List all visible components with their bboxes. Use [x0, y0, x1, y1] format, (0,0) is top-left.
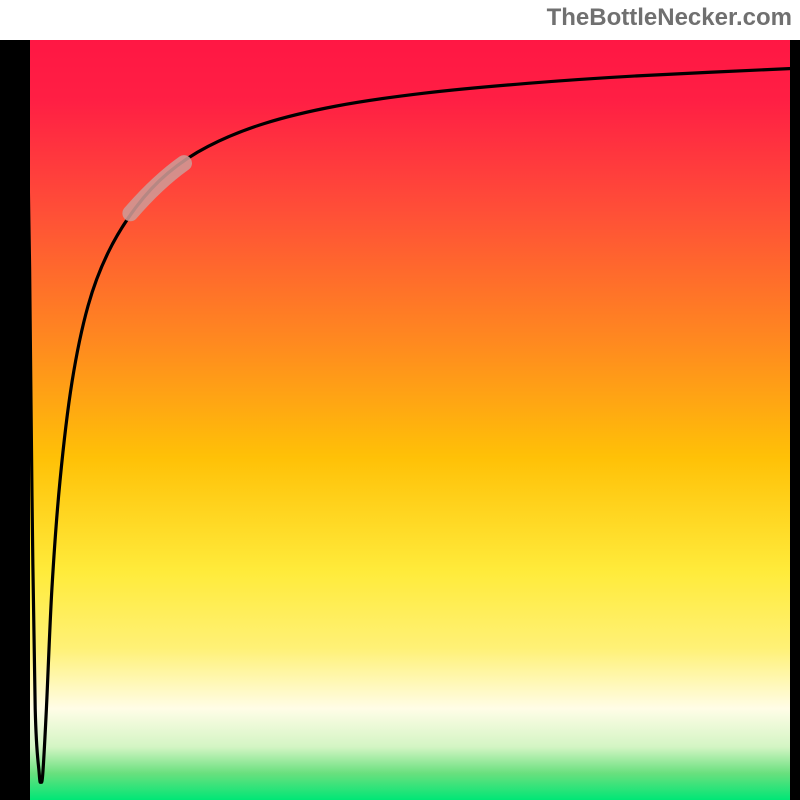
chart-container: { "watermark": { "text": "TheBottleNecke…: [0, 0, 800, 800]
watermark-text: TheBottleNecker.com: [547, 4, 792, 32]
bottleneck-chart: [0, 0, 800, 800]
